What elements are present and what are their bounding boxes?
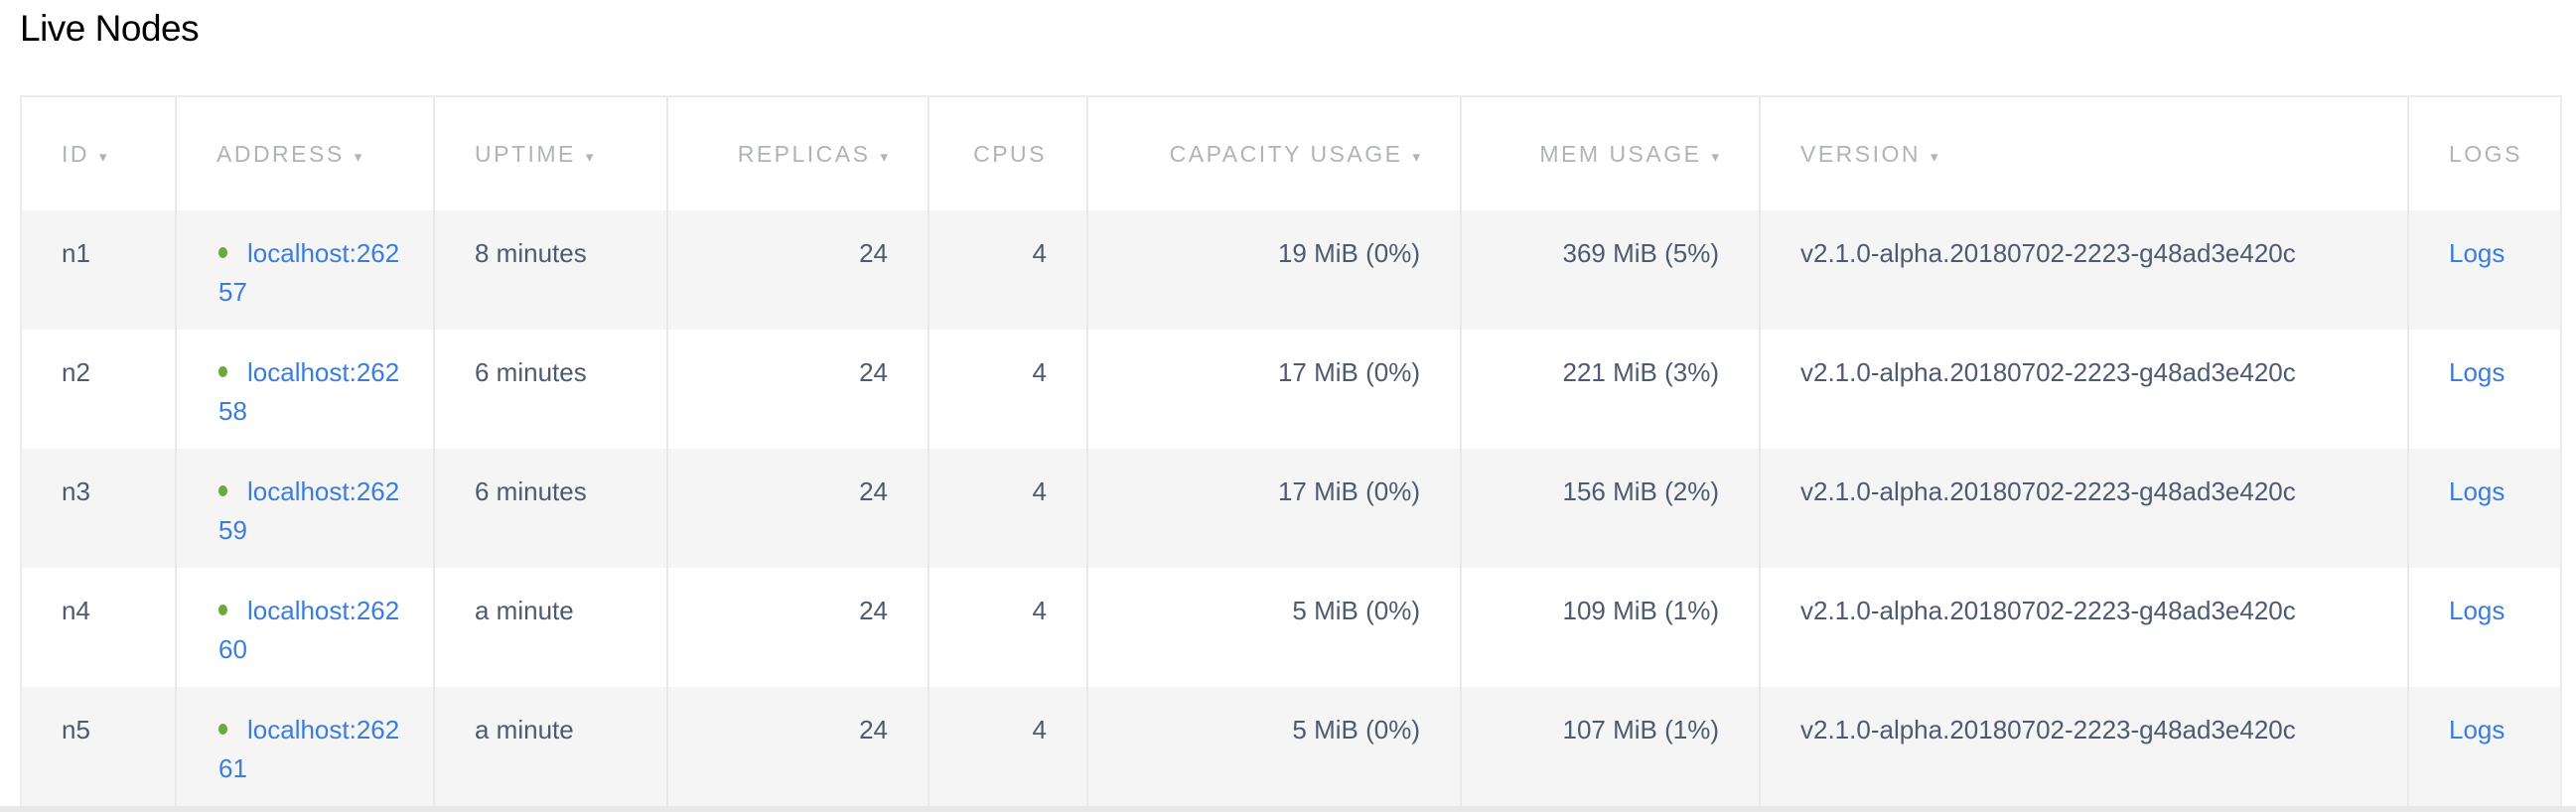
live-nodes-table: ID ▾ ADDRESS ▾ UPTIME ▾ REPLICAS ▾ CPUS CAPACITY … — [20, 95, 2562, 806]
cell-cpus: 4 — [928, 330, 1087, 449]
cell-version: v2.1.0-alpha.20180702-2223-g48ad3e420c — [1759, 568, 2408, 687]
cell-id: n3 — [22, 449, 176, 568]
sort-arrow-icon[interactable]: ▾ — [585, 149, 594, 166]
cell-uptime: 6 minutes — [433, 330, 667, 449]
column-header-logs: LOGS — [2407, 97, 2560, 210]
cell-id: n2 — [22, 330, 176, 449]
column-label: LOGS — [2449, 141, 2522, 167]
column-header-mem[interactable]: MEM USAGE ▾ — [1460, 97, 1760, 210]
cell-capacity: 17 MiB (0%) — [1086, 449, 1461, 568]
cell-address: localhost:26259 — [175, 449, 434, 568]
cell-capacity: 19 MiB (0%) — [1086, 210, 1461, 330]
table-row: n5 localhost:26261 a minute 24 4 5 MiB (0%) 10… — [22, 687, 2560, 806]
table-header: ID ▾ ADDRESS ▾ UPTIME ▾ REPLICAS ▾ CPUS CAPACITY … — [22, 97, 2560, 210]
cell-version: v2.1.0-alpha.20180702-2223-g48ad3e420c — [1759, 687, 2408, 806]
cell-address: localhost:26260 — [175, 568, 434, 687]
status-dot-icon — [218, 246, 227, 258]
divider — [0, 806, 2576, 812]
cell-logs: Logs — [2407, 568, 2560, 687]
cell-mem: 109 MiB (1%) — [1460, 568, 1760, 687]
sort-arrow-icon[interactable]: ▾ — [99, 149, 107, 166]
column-header-cpus: CPUS — [928, 97, 1087, 210]
cell-id: n5 — [22, 687, 176, 806]
cell-cpus: 4 — [928, 449, 1087, 568]
address-link[interactable]: localhost:26261 — [218, 715, 400, 783]
cell-capacity: 17 MiB (0%) — [1086, 330, 1461, 449]
cell-uptime: a minute — [433, 568, 667, 687]
sort-arrow-icon[interactable]: ▾ — [1711, 149, 1719, 166]
column-header-replicas[interactable]: REPLICAS ▾ — [666, 97, 929, 210]
address-link[interactable]: localhost:26257 — [218, 238, 400, 307]
cell-uptime: 8 minutes — [433, 210, 667, 330]
cell-address: localhost:26261 — [175, 687, 434, 806]
table-row: n4 localhost:26260 a minute 24 4 5 MiB (0%) 10… — [22, 568, 2560, 687]
cell-replicas: 24 — [666, 449, 929, 568]
column-label: CPUS — [973, 141, 1047, 167]
column-label: UPTIME — [475, 141, 576, 167]
address-link[interactable]: localhost:26259 — [218, 476, 400, 545]
logs-link[interactable]: Logs — [2449, 476, 2505, 506]
cell-replicas: 24 — [666, 568, 929, 687]
column-header-capacity[interactable]: CAPACITY USAGE ▾ — [1086, 97, 1461, 210]
status-dot-icon — [218, 365, 227, 377]
cell-id: n1 — [22, 210, 176, 330]
cell-id: n4 — [22, 568, 176, 687]
cell-cpus: 4 — [928, 687, 1087, 806]
logs-link[interactable]: Logs — [2449, 238, 2505, 268]
cell-uptime: 6 minutes — [433, 449, 667, 568]
address-link[interactable]: localhost:26258 — [218, 357, 400, 426]
status-dot-icon — [218, 723, 227, 735]
cell-version: v2.1.0-alpha.20180702-2223-g48ad3e420c — [1759, 330, 2408, 449]
cell-cpus: 4 — [928, 568, 1087, 687]
sort-arrow-icon[interactable]: ▾ — [1931, 149, 1938, 166]
sort-arrow-icon[interactable]: ▾ — [1412, 149, 1420, 166]
cell-cpus: 4 — [928, 210, 1087, 330]
logs-link[interactable]: Logs — [2449, 357, 2505, 387]
column-label: ADDRESS — [216, 141, 345, 167]
table-row: n3 localhost:26259 6 minutes 24 4 17 MiB (0%)… — [22, 449, 2560, 568]
column-header-id[interactable]: ID ▾ — [22, 97, 176, 210]
sort-arrow-icon[interactable]: ▾ — [880, 149, 888, 166]
logs-link[interactable]: Logs — [2449, 596, 2505, 625]
column-label: REPLICAS — [737, 141, 871, 167]
cell-logs: Logs — [2407, 449, 2560, 568]
column-label: MEM USAGE — [1539, 141, 1702, 167]
column-header-address[interactable]: ADDRESS ▾ — [175, 97, 434, 210]
cell-capacity: 5 MiB (0%) — [1086, 687, 1461, 806]
cell-logs: Logs — [2407, 210, 2560, 330]
cell-replicas: 24 — [666, 330, 929, 449]
table-row: n1 localhost:26257 8 minutes 24 4 19 MiB (0%)… — [22, 210, 2560, 330]
column-header-version[interactable]: VERSION ▾ — [1759, 97, 2408, 210]
cell-mem: 221 MiB (3%) — [1460, 330, 1760, 449]
sort-arrow-icon[interactable]: ▾ — [354, 149, 362, 166]
cell-version: v2.1.0-alpha.20180702-2223-g48ad3e420c — [1759, 210, 2408, 330]
cell-logs: Logs — [2407, 330, 2560, 449]
address-link[interactable]: localhost:26260 — [218, 596, 400, 664]
cell-address: localhost:26258 — [175, 330, 434, 449]
cell-capacity: 5 MiB (0%) — [1086, 568, 1461, 687]
page-title: Live Nodes — [20, 8, 200, 49]
column-label: VERSION — [1800, 141, 1922, 167]
cell-mem: 369 MiB (5%) — [1460, 210, 1760, 330]
cell-replicas: 24 — [666, 687, 929, 806]
cell-uptime: a minute — [433, 687, 667, 806]
cell-replicas: 24 — [666, 210, 929, 330]
cell-mem: 156 MiB (2%) — [1460, 449, 1760, 568]
column-header-uptime[interactable]: UPTIME ▾ — [433, 97, 667, 210]
cell-mem: 107 MiB (1%) — [1460, 687, 1760, 806]
table-row: n2 localhost:26258 6 minutes 24 4 17 MiB (0%)… — [22, 330, 2560, 449]
cell-address: localhost:26257 — [175, 210, 434, 330]
cell-logs: Logs — [2407, 687, 2560, 806]
status-dot-icon — [218, 604, 227, 615]
cell-version: v2.1.0-alpha.20180702-2223-g48ad3e420c — [1759, 449, 2408, 568]
status-dot-icon — [218, 484, 227, 496]
column-label: ID — [62, 141, 89, 167]
logs-link[interactable]: Logs — [2449, 715, 2505, 744]
column-label: CAPACITY USAGE — [1169, 141, 1403, 167]
